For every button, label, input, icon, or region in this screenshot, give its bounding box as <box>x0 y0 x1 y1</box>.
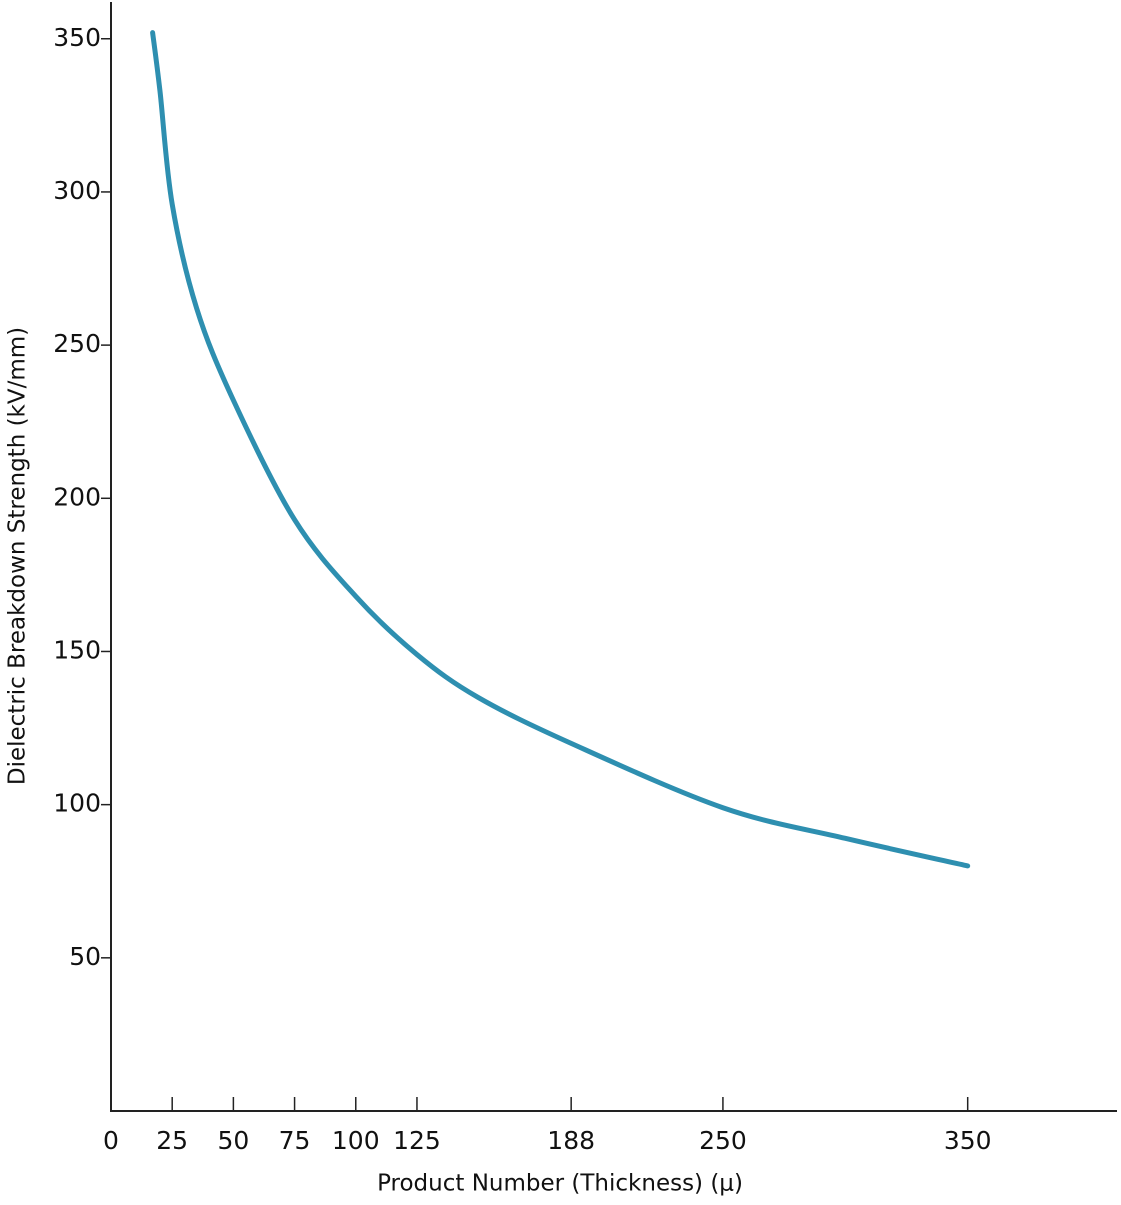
x-tick-label: 188 <box>547 1126 595 1155</box>
y-tick-label: 50 <box>69 942 101 971</box>
x-tick-label: 125 <box>393 1126 441 1155</box>
y-tick-label: 100 <box>53 789 101 818</box>
x-axis-title: Product Number (Thickness) (μ) <box>377 1171 743 1197</box>
y-tick-label: 200 <box>53 482 101 511</box>
x-tick-label: 250 <box>699 1126 747 1155</box>
x-tick-label: 50 <box>217 1126 249 1155</box>
x-tick-label: 0 <box>103 1126 119 1155</box>
y-tick-label: 250 <box>53 329 101 358</box>
y-tick-label: 300 <box>53 176 101 205</box>
x-tick-label: 75 <box>279 1126 311 1155</box>
x-tick-label: 100 <box>332 1126 380 1155</box>
y-tick-label: 150 <box>53 635 101 664</box>
data-line <box>150 30 971 869</box>
x-tick-label: 350 <box>944 1126 992 1155</box>
y-tick-label: 350 <box>53 23 101 52</box>
y-axis-title: Dielectric Breakdown Strength (kV/mm) <box>5 327 31 785</box>
x-tick-label: 25 <box>156 1126 188 1155</box>
